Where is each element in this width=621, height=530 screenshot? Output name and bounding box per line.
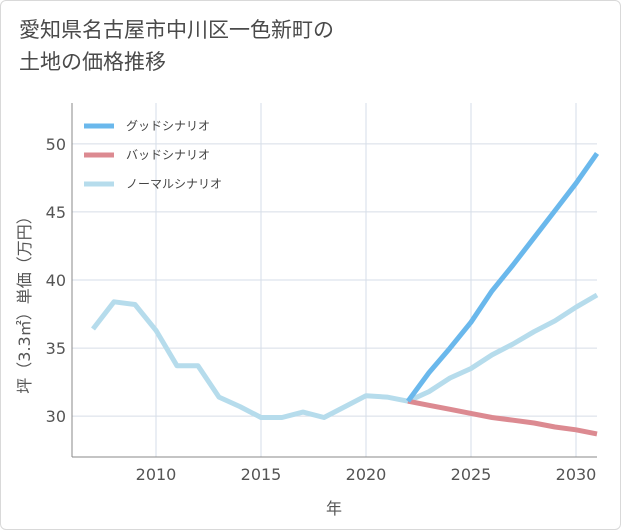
y-tick-label: 50	[46, 135, 66, 154]
series-line-normal	[91, 292, 599, 420]
y-tick-label: 30	[46, 407, 66, 426]
x-tick-label: 2010	[136, 465, 177, 484]
series-line-bad	[407, 398, 598, 437]
chart-title: 愛知県名古屋市中川区一色新町の 土地の価格推移	[19, 14, 539, 78]
grid	[72, 103, 597, 457]
y-axis-title: 坪（3.3㎡）単価（万円）	[15, 208, 34, 393]
legend-label: ノーマルシナリオ	[126, 177, 222, 191]
chart-title-line1: 愛知県名古屋市中川区一色新町の	[19, 18, 334, 42]
y-tick-label: 45	[46, 203, 66, 222]
x-tick-label: 2030	[556, 465, 597, 484]
chart-title-line2: 土地の価格推移	[19, 50, 166, 74]
x-tick-label: 2025	[451, 465, 492, 484]
series-lines	[91, 151, 600, 437]
y-tick-label: 35	[46, 339, 66, 358]
series-line-good	[405, 151, 600, 403]
legend-label: バッドシナリオ	[126, 148, 210, 162]
x-tick-label: 2015	[241, 465, 282, 484]
y-tick-labels: 30 35 40 45 50	[46, 135, 66, 426]
x-tick-labels: 2010 2015 2020 2025 2030	[136, 465, 597, 484]
x-tick-label: 2020	[346, 465, 387, 484]
x-axis-title: 年	[326, 499, 342, 518]
legend-label: グッドシナリオ	[126, 119, 210, 133]
y-tick-label: 40	[46, 271, 66, 290]
axes	[71, 103, 597, 458]
